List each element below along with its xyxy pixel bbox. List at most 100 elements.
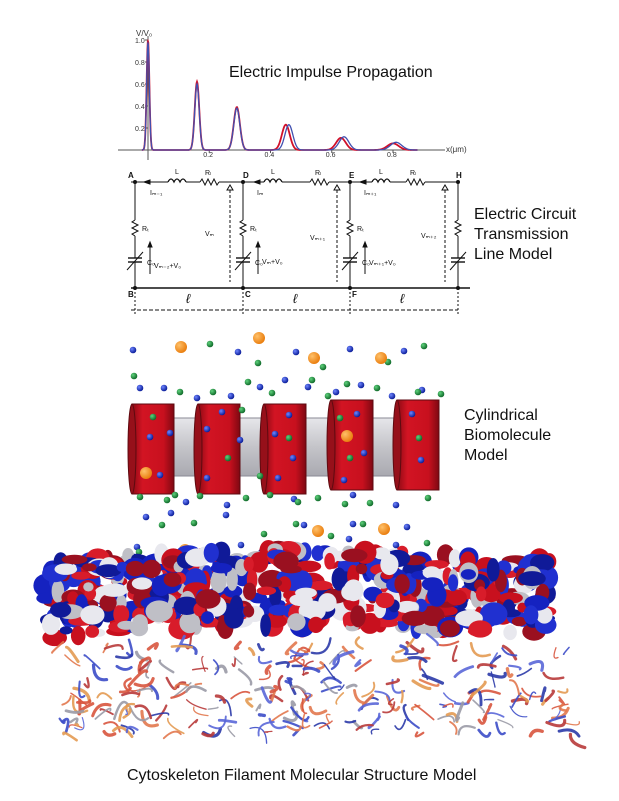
ribbon-strand (518, 693, 530, 703)
surface-patch (210, 569, 227, 594)
ribbon-strand (91, 663, 109, 682)
ribbon-strand (509, 679, 520, 696)
ribbon-strand (149, 712, 170, 717)
ribbon-strand (476, 663, 497, 669)
ribbon-strand (96, 692, 113, 700)
ribbon-strand (551, 703, 569, 710)
ribbon-strand (257, 655, 273, 665)
ribbon-strand (457, 725, 476, 736)
capacitor-label: C₀ (255, 260, 263, 267)
ion-green (135, 548, 143, 556)
ribbon-strand (332, 650, 355, 666)
surface-patch (375, 618, 399, 628)
surface-patch (350, 605, 366, 628)
ion-blue (357, 381, 365, 389)
ion-blue (133, 543, 141, 551)
cylindrical-biomolecule-model (127, 332, 445, 561)
inductor-2 (263, 178, 283, 184)
ion-blue (142, 513, 150, 521)
chart-y-tick-label: 0.6 (135, 82, 145, 89)
ribbon-strand (64, 709, 85, 714)
surface-patch (394, 574, 410, 594)
node-dot (241, 286, 245, 290)
ribbon-strand (557, 728, 581, 738)
ribbon-strand (562, 646, 570, 655)
surface-patch (243, 556, 254, 572)
ribbon-strand (341, 645, 356, 660)
surface-patch (95, 564, 122, 578)
ribbon-strand (194, 682, 203, 686)
ribbon-strand (558, 696, 566, 706)
ribbon-strand (544, 689, 556, 702)
surface-patch (223, 585, 243, 598)
filament-surface-model (33, 540, 559, 647)
voltage-arrow-head (147, 240, 153, 248)
ribbon-strand (355, 723, 374, 731)
ribbon-strand (111, 725, 134, 739)
current-label: Iₘ (257, 190, 263, 197)
ribbon-strand (62, 731, 78, 742)
ribbon-strand (438, 640, 460, 647)
segment-length-label: ℓ (186, 291, 191, 306)
ribbon-strand (284, 641, 298, 656)
ribbon-strand (78, 680, 86, 699)
ribbon-strand (528, 728, 544, 738)
surface-patch (113, 605, 125, 624)
shunt-branch (341, 182, 359, 288)
ribbon-strand (103, 721, 121, 733)
surface-patch (460, 569, 476, 580)
ribbon-strand (102, 729, 117, 737)
ribbon-strand (218, 698, 232, 717)
surface-patch (447, 574, 459, 592)
ribbon-strand (113, 700, 129, 721)
ribbon-strand (71, 695, 89, 714)
surface-patch (324, 552, 335, 570)
surface-patch (439, 620, 460, 637)
cylinder-caption-line: Cylindrical (464, 407, 538, 424)
resistor-label: Rₗ (205, 170, 211, 177)
surface-patch (422, 566, 441, 579)
ion-green (346, 454, 354, 462)
node-label: B (128, 290, 134, 299)
current-label: Iₘ₊₁ (364, 190, 377, 197)
ribbon-strand (290, 649, 309, 656)
ribbon-strand (257, 643, 265, 652)
ribbon-strand (263, 730, 273, 733)
chart-peak-point (288, 124, 290, 126)
ion-blue (223, 501, 231, 509)
node-label: C (245, 290, 251, 299)
ion-blue (182, 498, 190, 506)
chart-peak-point (285, 124, 287, 126)
ribbon-strand (405, 716, 420, 729)
ribbon-strand (61, 694, 72, 706)
surface-patch (41, 613, 61, 635)
ion-green (424, 494, 432, 502)
ion-green (292, 520, 300, 528)
surface-patch (51, 579, 65, 603)
ribbon-strand (173, 682, 192, 698)
ribbon-strand (146, 642, 159, 651)
chart-peak-point (395, 141, 397, 143)
ribbon-strand (487, 671, 507, 679)
ribbon-strand (308, 705, 328, 716)
ribbon-strand (120, 724, 135, 735)
surface-patch (380, 553, 399, 576)
node-label: F (352, 290, 357, 299)
ribbon-strand (260, 686, 273, 704)
ribbon-strand (158, 659, 175, 674)
ribbon-strand (501, 644, 518, 661)
current-arrow (142, 179, 151, 185)
ribbon-strand (508, 664, 522, 671)
ribbon-strand (64, 654, 81, 667)
ribbon-strand (453, 665, 475, 678)
ribbon-strand (301, 697, 308, 715)
ribbon-strand (76, 699, 92, 705)
ion-green (285, 434, 293, 442)
ribbon-strand (175, 634, 186, 653)
ion-blue (400, 347, 408, 355)
chart-peak-point (343, 136, 345, 138)
surface-patch (311, 545, 325, 562)
ribbon-strand (301, 658, 305, 667)
surface-patch (503, 624, 517, 641)
